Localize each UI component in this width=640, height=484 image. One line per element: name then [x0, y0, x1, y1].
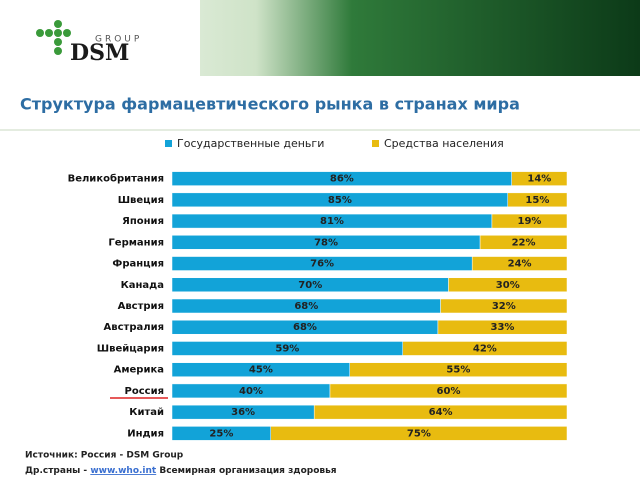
logo-cross: [36, 20, 71, 55]
category-label: Америка: [114, 365, 164, 376]
source-other: Др.страны - www.who.int Всемирная органи…: [25, 466, 337, 476]
value-label: 59%: [275, 343, 299, 354]
bar-segment: [349, 362, 568, 377]
category-label: Великобритания: [68, 173, 164, 185]
value-label: 85%: [328, 195, 352, 206]
bar-segment: [437, 319, 568, 335]
source-suffix: Всемирная организация здоровья: [156, 466, 337, 476]
category-label: Швеция: [118, 195, 164, 206]
value-label: 42%: [473, 343, 497, 354]
source-prefix: Др.страны -: [25, 466, 90, 476]
logo-group: GROUP: [95, 35, 142, 45]
value-label: 22%: [512, 237, 536, 248]
value-label: 30%: [496, 280, 520, 291]
value-label: 33%: [491, 322, 515, 333]
category-label: Канада: [121, 280, 164, 291]
value-label: 19%: [518, 216, 542, 227]
category-label: Китай: [129, 407, 164, 418]
value-label: 78%: [314, 237, 338, 248]
value-label: 68%: [293, 322, 317, 333]
category-label: Япония: [122, 216, 164, 227]
value-label: 60%: [437, 386, 461, 397]
legend-label: Государственные деньги: [177, 137, 324, 150]
value-label: 14%: [527, 174, 551, 185]
value-label: 36%: [231, 407, 255, 418]
category-label: Индия: [127, 428, 164, 439]
source-link[interactable]: www.who.int: [90, 466, 157, 476]
value-label: 40%: [239, 386, 263, 397]
bar-segment: [479, 235, 568, 250]
logo-name: DSM: [70, 40, 129, 66]
bar-segment: [329, 383, 568, 399]
value-label: 70%: [298, 280, 322, 291]
value-label: 76%: [310, 259, 334, 270]
category-label: Франция: [112, 259, 164, 270]
category-label: Швейцария: [97, 343, 164, 354]
bar-segment: [402, 341, 568, 356]
bar-segment: [448, 277, 568, 293]
bar-segment: [471, 256, 568, 271]
title: Структура фармацевтического рынка в стра…: [20, 95, 520, 114]
category-label: Австрия: [118, 301, 164, 312]
value-label: 68%: [294, 301, 318, 312]
bar-segment: [491, 213, 568, 229]
bar-segment: [440, 298, 568, 314]
value-label: 81%: [320, 216, 344, 227]
bar-segment: [313, 404, 568, 420]
value-label: 55%: [446, 365, 470, 376]
legend-swatch: [165, 140, 172, 147]
value-label: 75%: [407, 428, 431, 439]
legend-label: Средства населения: [384, 137, 504, 150]
value-label: 86%: [330, 174, 354, 185]
bar-segment: [270, 426, 568, 441]
category-label: Австралия: [104, 322, 164, 333]
source: Источник: Россия - DSM Group: [25, 451, 184, 461]
value-label: 64%: [429, 407, 453, 418]
value-label: 24%: [508, 259, 532, 270]
category-label: Россия: [125, 386, 164, 397]
value-label: 32%: [492, 301, 516, 312]
logo-area: [0, 0, 200, 76]
value-label: 15%: [525, 195, 549, 206]
category-label: Германия: [108, 237, 164, 248]
value-label: 45%: [249, 365, 273, 376]
value-label: 25%: [209, 428, 233, 439]
legend-swatch: [372, 140, 379, 147]
bar-segment: [507, 192, 568, 208]
bar-segment: [511, 171, 568, 186]
